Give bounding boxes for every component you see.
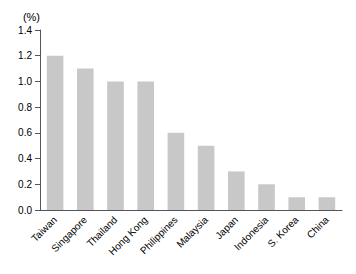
svg-text:0.6: 0.6 [18, 127, 32, 138]
svg-text:China: China [305, 214, 332, 241]
svg-text:0.0: 0.0 [18, 205, 32, 216]
svg-text:Indonesia: Indonesia [232, 214, 271, 253]
svg-text:0.8: 0.8 [18, 102, 32, 113]
svg-text:Philippines: Philippines [138, 214, 180, 256]
svg-text:1.2: 1.2 [18, 50, 32, 61]
svg-text:Malaysia: Malaysia [174, 214, 210, 250]
svg-text:0.4: 0.4 [18, 153, 32, 164]
svg-text:Thailand: Thailand [84, 214, 120, 249]
svg-text:Japan: Japan [213, 214, 240, 241]
svg-text:S. Korea: S. Korea [265, 214, 301, 250]
svg-text:1.0: 1.0 [18, 76, 32, 87]
svg-text:Singapore: Singapore [49, 214, 89, 254]
svg-text:1.4: 1.4 [18, 25, 32, 36]
svg-text:Taiwan: Taiwan [29, 214, 59, 244]
svg-text:(%): (%) [23, 11, 40, 23]
svg-text:0.2: 0.2 [18, 179, 32, 190]
svg-text:Hong Kong: Hong Kong [106, 214, 150, 258]
